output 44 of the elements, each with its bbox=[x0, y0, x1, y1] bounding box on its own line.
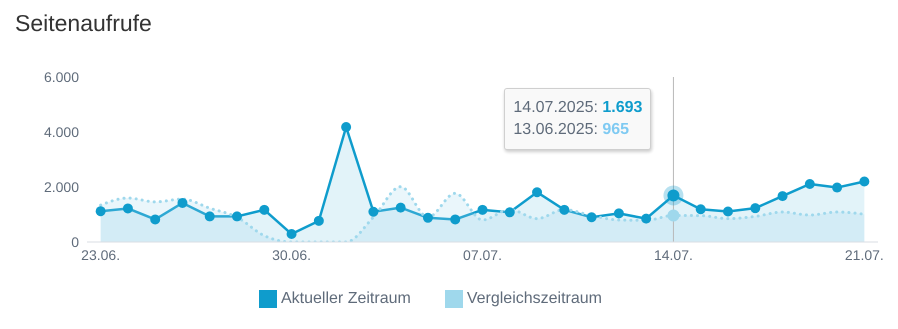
point bbox=[750, 203, 760, 214]
point bbox=[450, 214, 460, 224]
point bbox=[314, 216, 324, 226]
x-tick-label: 21.07. bbox=[844, 246, 884, 263]
y-tick-label: 0 bbox=[71, 234, 80, 250]
y-tick-label: 2.000 bbox=[44, 178, 80, 195]
point bbox=[614, 208, 624, 218]
point bbox=[122, 203, 133, 214]
chart-title: Seitenaufrufe bbox=[15, 10, 152, 37]
annotation: 14.07.2025: 1.693 bbox=[513, 98, 642, 118]
annotation: 13.06.2025: 965 bbox=[513, 120, 630, 140]
x-tick-label: 23.06. bbox=[81, 246, 120, 263]
point bbox=[341, 122, 352, 132]
point bbox=[204, 211, 215, 222]
point bbox=[422, 212, 433, 223]
point bbox=[832, 182, 842, 193]
point bbox=[778, 191, 788, 202]
point bbox=[96, 206, 106, 216]
point bbox=[478, 204, 488, 215]
y-tick-label: 6.000 bbox=[44, 68, 80, 85]
point bbox=[259, 204, 270, 215]
tooltip: 14.07.2025: 1.693 13.06.2025: 965 bbox=[504, 88, 652, 150]
point bbox=[586, 212, 597, 222]
point bbox=[150, 214, 160, 224]
x-tick-label: 14.07. bbox=[654, 246, 693, 263]
point bbox=[859, 176, 870, 186]
point bbox=[368, 206, 378, 217]
point bbox=[232, 211, 242, 222]
point bbox=[722, 206, 733, 216]
point bbox=[641, 214, 652, 224]
y-tick-label: 4.000 bbox=[44, 124, 80, 140]
x-tick-label: 30.06. bbox=[272, 246, 312, 263]
point bbox=[559, 204, 570, 215]
point bbox=[804, 178, 815, 189]
point bbox=[532, 187, 542, 198]
point bbox=[696, 204, 706, 214]
point bbox=[177, 198, 188, 208]
legend-label: Vergleichszeitraum bbox=[466, 290, 602, 308]
x-tick-label: 07.07. bbox=[463, 246, 502, 263]
legend-label: Aktueller Zeitraum bbox=[281, 290, 411, 308]
point bbox=[286, 229, 297, 240]
point bbox=[504, 207, 515, 218]
point bbox=[667, 209, 680, 222]
point bbox=[396, 202, 406, 213]
